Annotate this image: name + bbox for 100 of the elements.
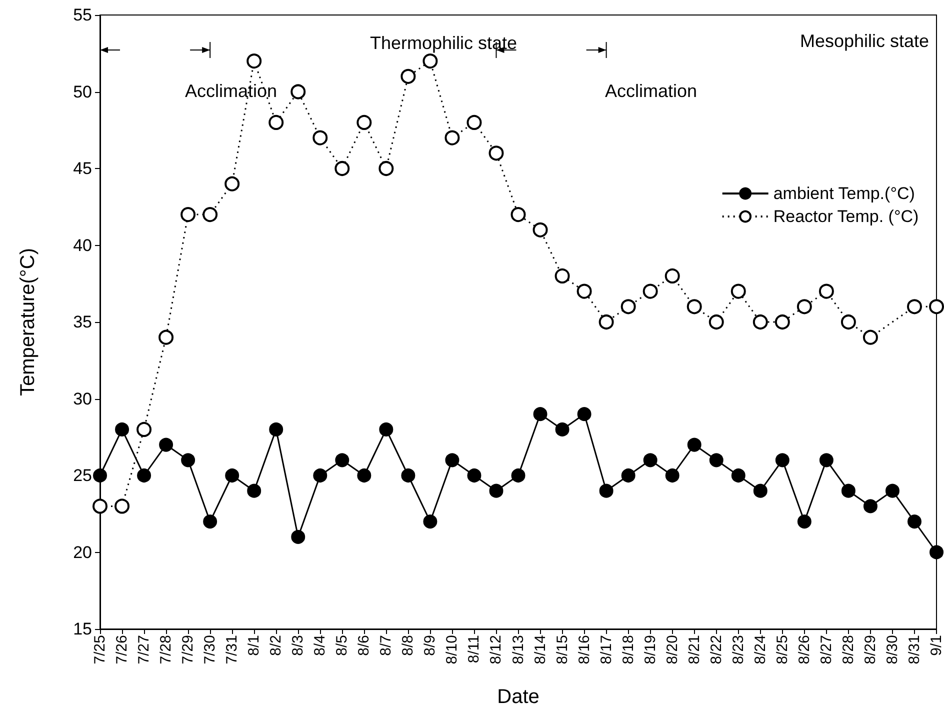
point xyxy=(709,453,724,468)
point xyxy=(379,422,394,436)
point xyxy=(708,314,724,330)
x-tick-label: 8/10 xyxy=(444,635,461,664)
x-tick-label: 8/6 xyxy=(356,635,373,656)
x-tick-label: 8/29 xyxy=(862,635,879,664)
x-tick-label: 8/28 xyxy=(840,635,857,664)
point xyxy=(225,468,240,482)
point xyxy=(137,468,152,482)
point xyxy=(620,299,636,314)
point xyxy=(489,484,504,498)
point xyxy=(730,284,746,299)
point xyxy=(334,161,350,176)
annotation: Mesophilic state xyxy=(800,31,930,51)
point xyxy=(400,68,416,84)
y-tick-label: 45 xyxy=(73,159,92,178)
point xyxy=(686,299,702,314)
point xyxy=(422,54,438,69)
point xyxy=(247,484,262,498)
y-tick-label: 40 xyxy=(73,236,92,255)
point xyxy=(511,468,526,482)
x-tick-label: 8/25 xyxy=(774,635,791,664)
point xyxy=(203,514,218,529)
point xyxy=(136,422,152,437)
annotation: Acclimation xyxy=(605,81,698,101)
x-tick-label: 8/17 xyxy=(598,635,615,664)
point xyxy=(467,468,482,482)
point xyxy=(444,130,460,146)
point xyxy=(930,545,944,560)
x-axis-title: Date xyxy=(497,686,540,708)
x-tick-label: 8/22 xyxy=(708,635,725,664)
point xyxy=(576,284,592,299)
x-tick-label: 7/29 xyxy=(180,635,197,664)
x-tick-label: 8/8 xyxy=(400,635,417,656)
point xyxy=(466,114,482,130)
point xyxy=(840,314,856,330)
x-tick-label: 8/9 xyxy=(422,635,439,656)
point xyxy=(532,222,548,238)
x-tick-label: 8/24 xyxy=(752,635,769,664)
x-tick-label: 8/20 xyxy=(664,635,681,664)
point xyxy=(158,330,174,345)
legend-label: ambient Temp.(°C) xyxy=(773,184,915,203)
point xyxy=(378,161,394,176)
x-tick-label: 8/26 xyxy=(796,635,813,664)
point xyxy=(598,314,614,330)
point xyxy=(246,54,262,69)
point xyxy=(488,146,504,161)
y-tick-label: 30 xyxy=(73,389,92,408)
point xyxy=(115,422,130,436)
x-tick-label: 8/27 xyxy=(818,635,835,664)
x-tick-label: 7/26 xyxy=(114,635,131,664)
point xyxy=(907,299,922,314)
point xyxy=(291,530,306,544)
point xyxy=(269,422,284,436)
x-tick-label: 8/13 xyxy=(510,635,527,664)
point xyxy=(445,453,460,468)
x-tick-label: 8/1 xyxy=(246,635,263,656)
x-tick-label: 7/31 xyxy=(224,635,241,664)
point xyxy=(357,468,372,482)
x-tick-label: 8/14 xyxy=(532,635,549,664)
x-tick-label: 8/7 xyxy=(378,635,395,656)
point xyxy=(797,514,812,529)
point xyxy=(401,468,416,482)
x-tick-label: 8/21 xyxy=(686,635,703,664)
point xyxy=(665,468,680,482)
point xyxy=(796,299,812,314)
x-tick-label: 8/18 xyxy=(620,635,637,664)
point xyxy=(599,484,614,498)
y-tick-label: 55 xyxy=(73,6,92,24)
point xyxy=(181,453,196,468)
point xyxy=(863,499,878,514)
point xyxy=(510,207,526,222)
point xyxy=(753,484,768,498)
x-tick-label: 7/27 xyxy=(136,635,153,664)
legend-label: Reactor Temp. (°C) xyxy=(773,207,919,226)
point xyxy=(114,498,130,514)
point xyxy=(335,453,350,468)
point xyxy=(775,453,790,468)
point xyxy=(313,468,328,482)
x-tick-label: 8/3 xyxy=(290,635,307,656)
point xyxy=(224,176,240,192)
point xyxy=(93,468,107,482)
x-tick-label: 7/25 xyxy=(92,635,108,664)
x-tick-label: 8/12 xyxy=(488,635,505,664)
x-tick-label: 8/19 xyxy=(642,635,659,664)
point xyxy=(819,453,834,468)
point xyxy=(533,407,548,422)
point xyxy=(642,284,658,299)
x-tick-label: 8/5 xyxy=(334,635,351,656)
point xyxy=(885,484,900,498)
point xyxy=(555,422,570,436)
point xyxy=(774,314,790,330)
point xyxy=(818,284,834,299)
x-tick-label: 8/16 xyxy=(576,635,593,664)
point xyxy=(664,268,680,284)
y-tick-label: 35 xyxy=(73,312,92,332)
x-tick-label: 8/23 xyxy=(730,635,747,664)
point xyxy=(92,498,108,514)
x-tick-label: 8/2 xyxy=(268,635,285,656)
x-tick-label: 8/30 xyxy=(884,635,901,664)
